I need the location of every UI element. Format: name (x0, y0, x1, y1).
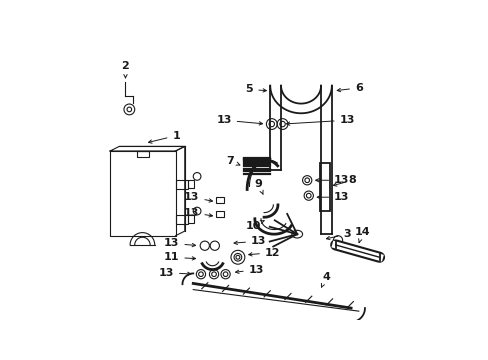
Bar (137, 151, 148, 157)
Text: 13: 13 (158, 268, 190, 278)
Text: 13: 13 (317, 192, 349, 202)
Text: 5: 5 (245, 84, 266, 94)
Text: 13: 13 (315, 175, 349, 185)
Text: 3: 3 (325, 229, 350, 240)
Text: 13: 13 (183, 192, 212, 202)
Text: 6: 6 (337, 83, 362, 93)
Text: 1: 1 (148, 131, 180, 143)
Bar (320, 163, 329, 211)
Bar (187, 215, 194, 222)
Text: 14: 14 (354, 227, 370, 243)
Text: 13: 13 (163, 238, 195, 248)
Text: 13: 13 (234, 236, 266, 246)
Bar (175, 180, 187, 189)
Bar (175, 215, 187, 224)
Text: 4: 4 (321, 271, 329, 287)
Text: 13: 13 (286, 115, 354, 125)
Text: 2: 2 (122, 61, 129, 78)
Text: 11: 11 (163, 252, 195, 262)
Text: 12: 12 (248, 248, 280, 258)
Bar (216, 211, 224, 217)
Text: 8: 8 (333, 175, 356, 186)
Text: 9: 9 (254, 179, 263, 194)
Text: 7: 7 (226, 156, 239, 166)
Bar (216, 197, 224, 203)
Text: 13: 13 (183, 208, 212, 217)
Text: 13: 13 (216, 115, 262, 125)
Text: 10: 10 (245, 221, 264, 231)
Text: 13: 13 (235, 265, 264, 275)
Bar (187, 180, 194, 188)
